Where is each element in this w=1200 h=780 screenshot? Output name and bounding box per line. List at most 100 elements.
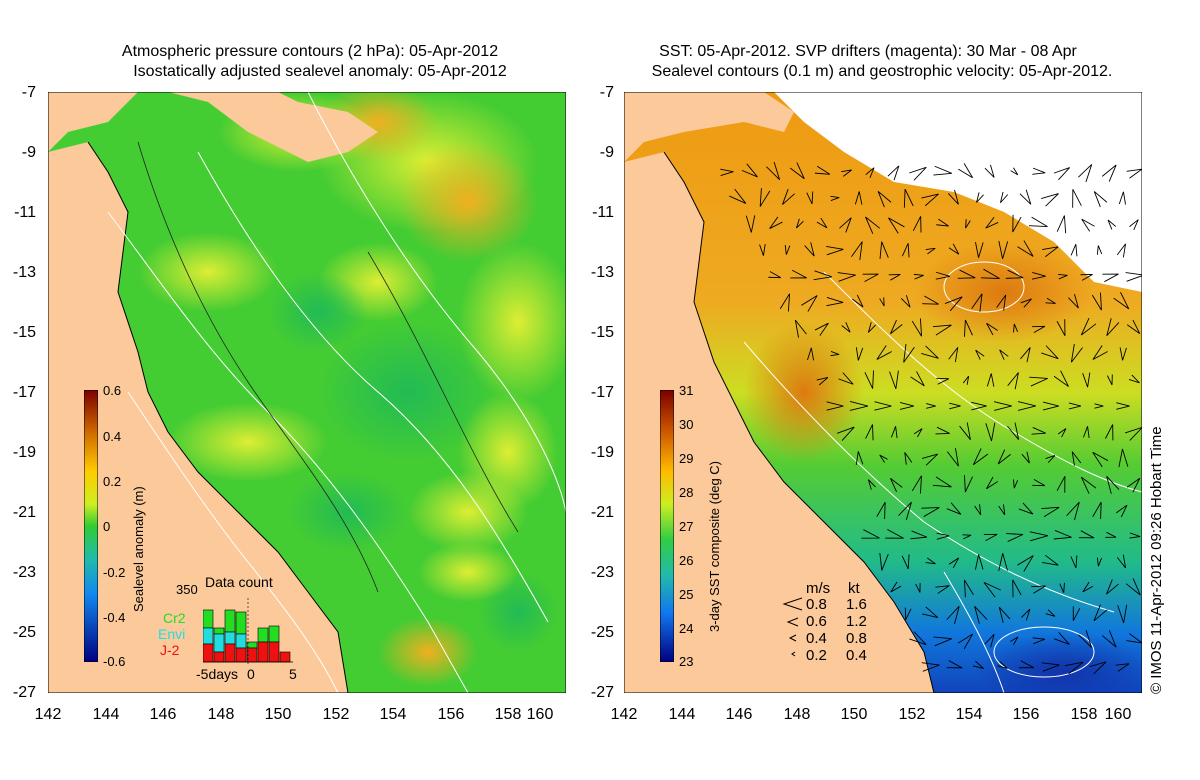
left-ytick: -27 (12, 684, 36, 701)
velocity-arrow (759, 188, 771, 207)
velocity-arrow (841, 322, 851, 333)
velocity-arrow (1093, 191, 1108, 208)
velocity-arrow (903, 343, 915, 363)
velocity-arrow (912, 216, 922, 233)
right-ytick: -19 (590, 444, 614, 461)
velocity-arrow (854, 191, 863, 205)
velocity-arrow (921, 662, 940, 672)
velocity-arrow (913, 428, 923, 438)
velocity-arrow (1056, 215, 1067, 234)
velocity-arrow (925, 557, 936, 565)
imos-credit: © IMOS 11-Apr-2012 09:26 Hobart Time (1148, 426, 1165, 694)
pressure-contour (127, 391, 339, 693)
velocity-arrow (1019, 660, 1035, 669)
velocity-arrow (998, 240, 1009, 259)
velocity-arrow (910, 530, 928, 540)
velocity-arrow (1066, 501, 1080, 521)
velocity-arrow (909, 166, 927, 181)
velocity-arrow (946, 605, 960, 625)
velocity-arrow (890, 478, 903, 493)
velocity-legend-ms: 0.8 (806, 596, 827, 613)
right-title-line1: SST: 05-Apr-2012. SVP drifters (magenta)… (659, 43, 1077, 60)
velocity-arrow (759, 244, 766, 256)
velocity-arrow (993, 401, 1012, 411)
data-count-xlabel: 5 (289, 666, 297, 682)
velocity-arrow (965, 219, 971, 229)
velocity-arrow (946, 502, 962, 515)
velocity-arrow (1102, 273, 1119, 283)
velocity-arrow (826, 245, 844, 256)
velocity-arrow (801, 295, 818, 312)
velocity-arrow (1125, 578, 1141, 596)
sla-colorbar (84, 390, 98, 662)
velocity-arrow (1101, 164, 1117, 182)
velocity-arrow (1013, 479, 1019, 489)
velocity-arrow (1056, 319, 1066, 336)
sst-map (624, 92, 1142, 693)
velocity-arrow (865, 167, 875, 178)
velocity-arrow (806, 191, 814, 205)
velocity-arrow (1017, 401, 1036, 411)
velocity-arrow (1068, 402, 1082, 410)
velocity-arrow (996, 294, 1007, 311)
velocity-arrow (926, 403, 936, 409)
velocity-arrow (1072, 189, 1082, 208)
velocity-arrow (976, 192, 984, 203)
velocity-arrow (1010, 167, 1019, 176)
velocity-arrow (904, 452, 913, 465)
velocity-arrow (1007, 372, 1019, 390)
left-xtick: 142 (34, 706, 62, 723)
right-ytick: -23 (590, 564, 614, 581)
velocity-arrow (1105, 531, 1117, 538)
left-xtick: 158 (494, 706, 522, 723)
velocity-arrow (1017, 555, 1034, 572)
velocity-arrow (1107, 219, 1117, 230)
sst-colorbar-tick: 27 (679, 519, 694, 534)
velocity-arrow (1028, 216, 1048, 228)
velocity-arrow (1045, 297, 1056, 304)
right-ytick: -11 (592, 204, 614, 221)
right-xtick: 154 (955, 706, 983, 723)
left-ytick: -15 (12, 324, 36, 341)
velocity-arrow (933, 636, 952, 647)
velocity-arrow (935, 426, 950, 435)
velocity-arrow (1070, 244, 1078, 257)
velocity-arrow (1041, 193, 1059, 207)
velocity-arrow (1096, 245, 1103, 255)
sst-australia-land (624, 152, 934, 693)
velocity-arrow (877, 190, 892, 208)
velocity-arrow (1031, 585, 1046, 594)
velocity-arrow (816, 217, 828, 229)
velocity-arrow (1031, 271, 1046, 280)
velocity-arrow (745, 215, 756, 233)
velocity-arrow (864, 370, 874, 389)
geostrophic-velocity-arrows (720, 161, 1142, 675)
velocity-arrow (1007, 422, 1020, 440)
velocity-arrow (1094, 403, 1104, 409)
data-count-title: Data count (205, 574, 273, 590)
velocity-arrow (949, 402, 961, 410)
velocity-arrow (936, 377, 950, 385)
velocity-arrow (899, 402, 914, 410)
velocity-arrow (804, 242, 815, 257)
left-title-line2: Isostatically adjusted sealevel anomaly:… (133, 63, 507, 80)
left-ytick: -9 (21, 144, 36, 161)
velocity-arrow (1020, 347, 1031, 363)
velocity-arrow (921, 453, 939, 466)
right-xtick: 152 (898, 706, 926, 723)
velocity-arrow (867, 479, 876, 490)
velocity-arrow (1105, 424, 1114, 441)
velocity-legend-kt: 1.6 (846, 596, 867, 613)
pressure-contour (107, 211, 469, 693)
velocity-arrow (932, 476, 952, 488)
velocity-arrow (962, 534, 972, 540)
velocity-arrow (910, 371, 925, 387)
velocity-arrow (1089, 661, 1107, 675)
velocity-arrow (1041, 554, 1059, 566)
velocity-legend-arrows (782, 597, 803, 657)
velocity-arrow (887, 165, 900, 181)
velocity-arrow (972, 660, 984, 669)
velocity-arrow (901, 554, 910, 570)
velocity-arrow (807, 347, 815, 361)
velocity-arrow (1080, 318, 1097, 336)
